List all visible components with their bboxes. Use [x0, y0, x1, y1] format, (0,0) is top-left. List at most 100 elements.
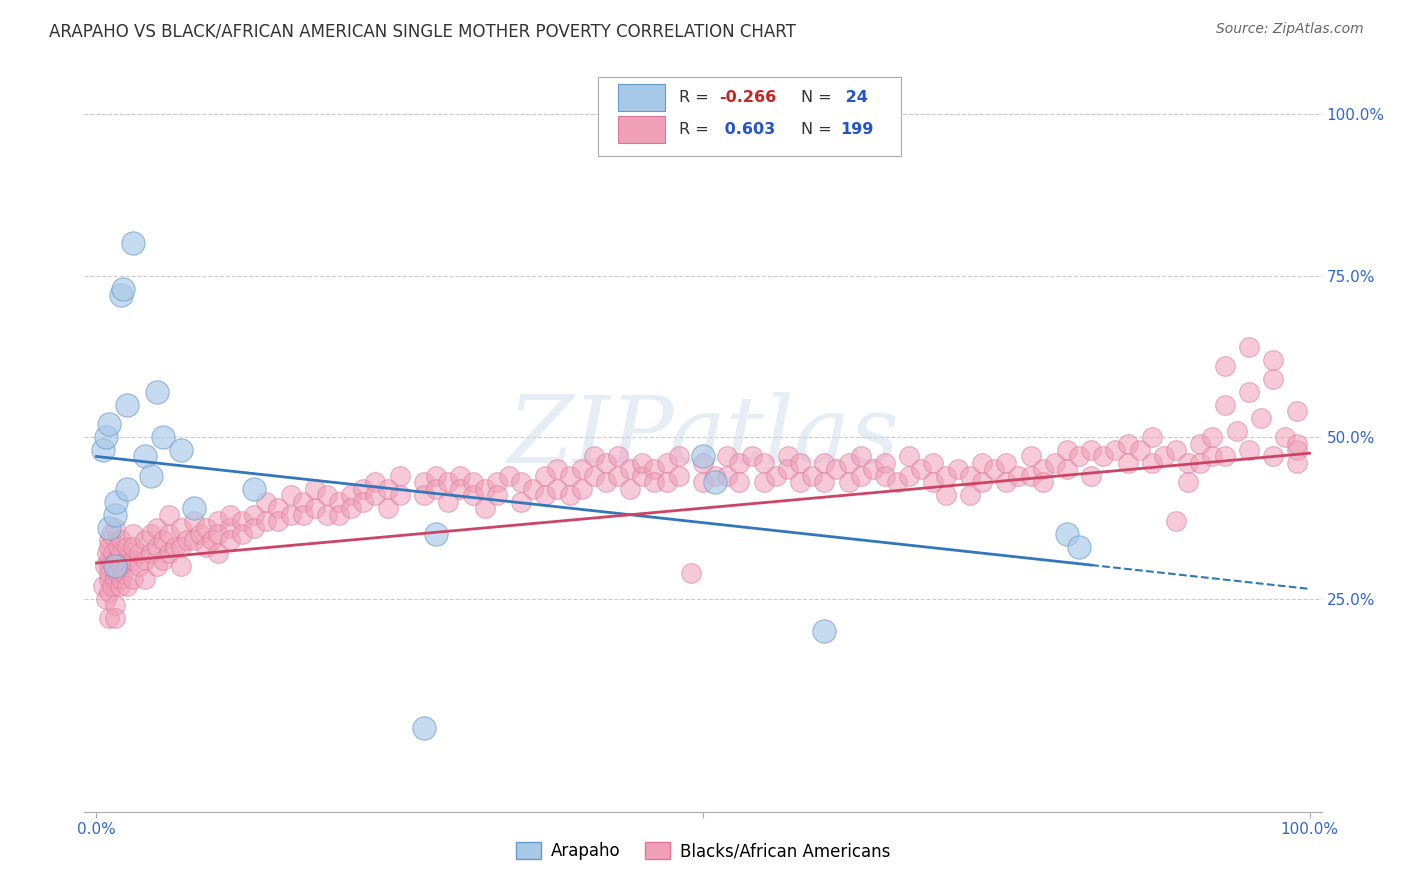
Point	[104, 508, 127, 522]
Point	[571, 462, 593, 476]
Text: ZIPatlas: ZIPatlas	[508, 392, 898, 482]
Point	[134, 572, 156, 586]
Point	[765, 468, 787, 483]
Point	[115, 579, 138, 593]
Point	[752, 475, 775, 490]
Point	[1164, 514, 1187, 528]
Point	[1032, 475, 1054, 490]
Point	[201, 533, 224, 548]
Point	[157, 546, 180, 560]
Point	[970, 456, 993, 470]
Point	[1164, 442, 1187, 457]
Point	[364, 488, 387, 502]
Point	[1019, 450, 1042, 464]
Point	[104, 520, 127, 534]
Point	[1237, 384, 1260, 399]
Point	[995, 475, 1018, 490]
Point	[1189, 436, 1212, 450]
Point	[170, 540, 193, 554]
Point	[838, 475, 860, 490]
Point	[134, 450, 156, 464]
Point	[1213, 398, 1236, 412]
Point	[1286, 442, 1309, 457]
Point	[316, 508, 339, 522]
Point	[96, 591, 118, 606]
Text: ARAPAHO VS BLACK/AFRICAN AMERICAN SINGLE MOTHER POVERTY CORRELATION CHART: ARAPAHO VS BLACK/AFRICAN AMERICAN SINGLE…	[49, 22, 796, 40]
Point	[352, 494, 374, 508]
Point	[1177, 456, 1199, 470]
Point	[619, 462, 641, 476]
Text: 24: 24	[841, 90, 869, 105]
Point	[94, 559, 117, 574]
Point	[449, 482, 471, 496]
Text: -0.266: -0.266	[718, 90, 776, 105]
Point	[668, 450, 690, 464]
Point	[873, 468, 896, 483]
Point	[959, 468, 981, 483]
Point	[1177, 475, 1199, 490]
Point	[146, 540, 169, 554]
Point	[146, 384, 169, 399]
Point	[607, 468, 630, 483]
Point	[1237, 340, 1260, 354]
Point	[595, 475, 617, 490]
Point	[96, 546, 118, 560]
Text: R =: R =	[679, 121, 714, 136]
Point	[254, 494, 277, 508]
Point	[1213, 359, 1236, 373]
Point	[115, 540, 138, 554]
Point	[1056, 462, 1078, 476]
Point	[776, 450, 799, 464]
Point	[449, 468, 471, 483]
Point	[522, 482, 544, 496]
Point	[377, 501, 399, 516]
Point	[101, 579, 124, 593]
Point	[898, 468, 921, 483]
Point	[316, 488, 339, 502]
Point	[1189, 456, 1212, 470]
Point	[413, 488, 436, 502]
Point	[352, 482, 374, 496]
Point	[838, 456, 860, 470]
Point	[219, 520, 242, 534]
Point	[1250, 410, 1272, 425]
Point	[97, 611, 120, 625]
Point	[122, 527, 145, 541]
Point	[97, 417, 120, 432]
Point	[97, 553, 120, 567]
Point	[176, 533, 198, 548]
Point	[959, 488, 981, 502]
Point	[328, 508, 350, 522]
Text: 199: 199	[841, 121, 873, 136]
Point	[97, 520, 120, 534]
Point	[103, 546, 125, 560]
Point	[582, 468, 605, 483]
Point	[813, 475, 835, 490]
Point	[752, 456, 775, 470]
Point	[1104, 442, 1126, 457]
Point	[146, 520, 169, 534]
Point	[188, 527, 211, 541]
Point	[825, 462, 848, 476]
Point	[388, 488, 411, 502]
Point	[110, 572, 132, 586]
Point	[243, 520, 266, 534]
Point	[474, 482, 496, 496]
Point	[1237, 442, 1260, 457]
Point	[862, 462, 884, 476]
Point	[534, 468, 557, 483]
Point	[1226, 424, 1249, 438]
Point	[194, 540, 217, 554]
Point	[873, 456, 896, 470]
Point	[219, 533, 242, 548]
Point	[1201, 430, 1223, 444]
Point	[922, 456, 945, 470]
Point	[510, 475, 533, 490]
Point	[152, 553, 174, 567]
Point	[170, 442, 193, 457]
Point	[219, 508, 242, 522]
Point	[304, 482, 326, 496]
Point	[97, 572, 120, 586]
Point	[328, 494, 350, 508]
Point	[413, 475, 436, 490]
